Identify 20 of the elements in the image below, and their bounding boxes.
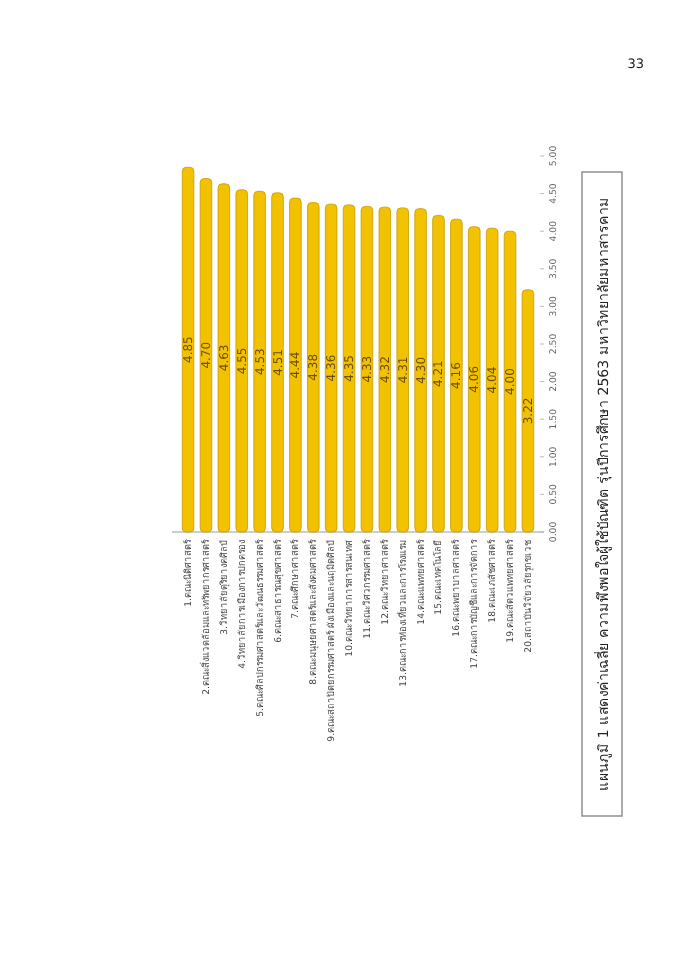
bar [521, 289, 535, 533]
bar [181, 166, 195, 533]
bar [468, 226, 481, 533]
bar [253, 190, 266, 533]
bar [271, 192, 284, 533]
bar [503, 230, 517, 533]
bar [432, 215, 445, 533]
bar [485, 227, 499, 533]
bar [307, 202, 320, 533]
bar [217, 183, 231, 533]
bar [360, 205, 374, 533]
bar [235, 189, 248, 533]
bar [324, 203, 338, 533]
bar [289, 197, 302, 533]
bar [396, 207, 409, 533]
bar [450, 218, 463, 533]
bar [342, 204, 356, 533]
bar [378, 206, 392, 533]
bar [199, 178, 213, 533]
bar [414, 208, 427, 533]
